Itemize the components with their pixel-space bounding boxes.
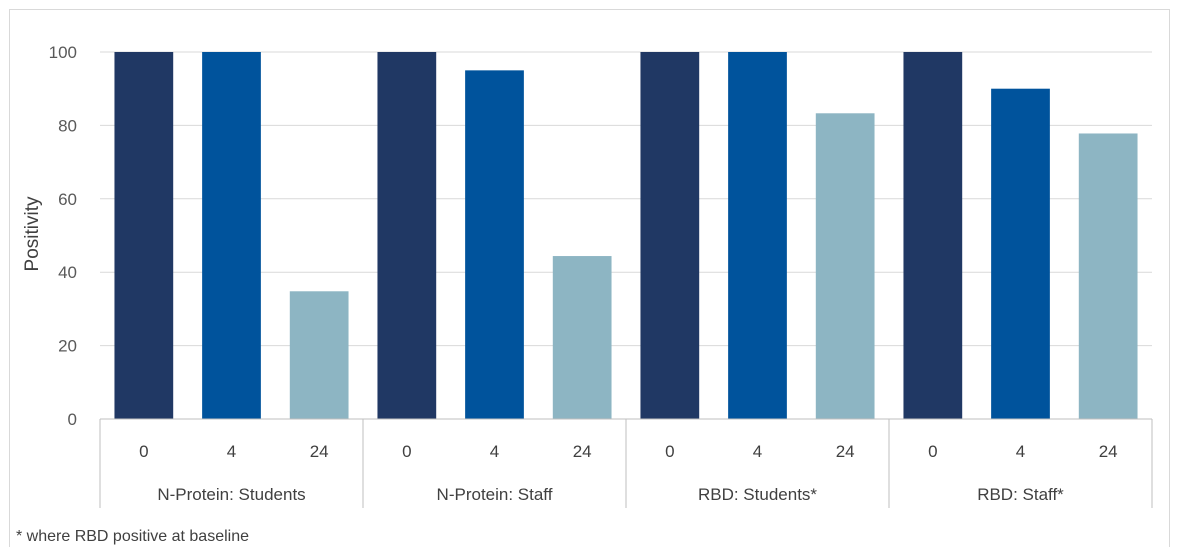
bars	[114, 52, 1138, 419]
x-tick-label: 4	[1016, 442, 1025, 461]
bar	[377, 52, 437, 419]
group-label: RBD: Staff*	[977, 485, 1064, 504]
group-label: N-Protein: Students	[157, 485, 305, 504]
group-label: N-Protein: Staff	[437, 485, 553, 504]
bar	[114, 52, 174, 419]
y-tick-label: 0	[68, 410, 77, 429]
gridlines	[100, 51, 1152, 347]
bar	[903, 52, 963, 419]
x-tick-label: 0	[928, 442, 937, 461]
x-tick-label: 24	[836, 442, 855, 461]
x-tick-label: 0	[402, 442, 411, 461]
x-tick-label: 0	[139, 442, 148, 461]
bar	[991, 88, 1050, 419]
x-tick-label: 24	[573, 442, 592, 461]
group-label: RBD: Students*	[698, 485, 817, 504]
x-category-labels: 0 4 24 N-Protein: Students 0 4 24 N-Protein: St…	[139, 442, 1118, 504]
axes	[99, 418, 1153, 508]
y-tick-label: 60	[58, 190, 77, 209]
bar	[815, 113, 875, 419]
x-tick-label: 24	[1099, 442, 1118, 461]
bar	[640, 52, 700, 419]
x-tick-label: 0	[665, 442, 674, 461]
y-tick-label: 80	[58, 116, 77, 135]
bar	[728, 52, 787, 419]
x-tick-label: 4	[227, 442, 236, 461]
y-tick-label: 100	[49, 43, 77, 62]
y-tick-label: 20	[58, 337, 77, 356]
x-tick-label: 4	[753, 442, 762, 461]
bar	[552, 256, 612, 419]
bar	[465, 70, 524, 419]
chart-frame	[9, 9, 1170, 547]
footnote: * where RBD positive at baseline	[16, 528, 250, 545]
bar	[202, 52, 261, 419]
x-tick-label: 4	[490, 442, 499, 461]
y-tick-label: 40	[58, 263, 77, 282]
bar	[289, 291, 349, 419]
y-tick-labels: 0 20 40 60 80 100	[49, 43, 77, 429]
x-tick-label: 24	[310, 442, 329, 461]
y-axis-label: Positivity	[22, 196, 43, 271]
bar	[1078, 133, 1138, 419]
